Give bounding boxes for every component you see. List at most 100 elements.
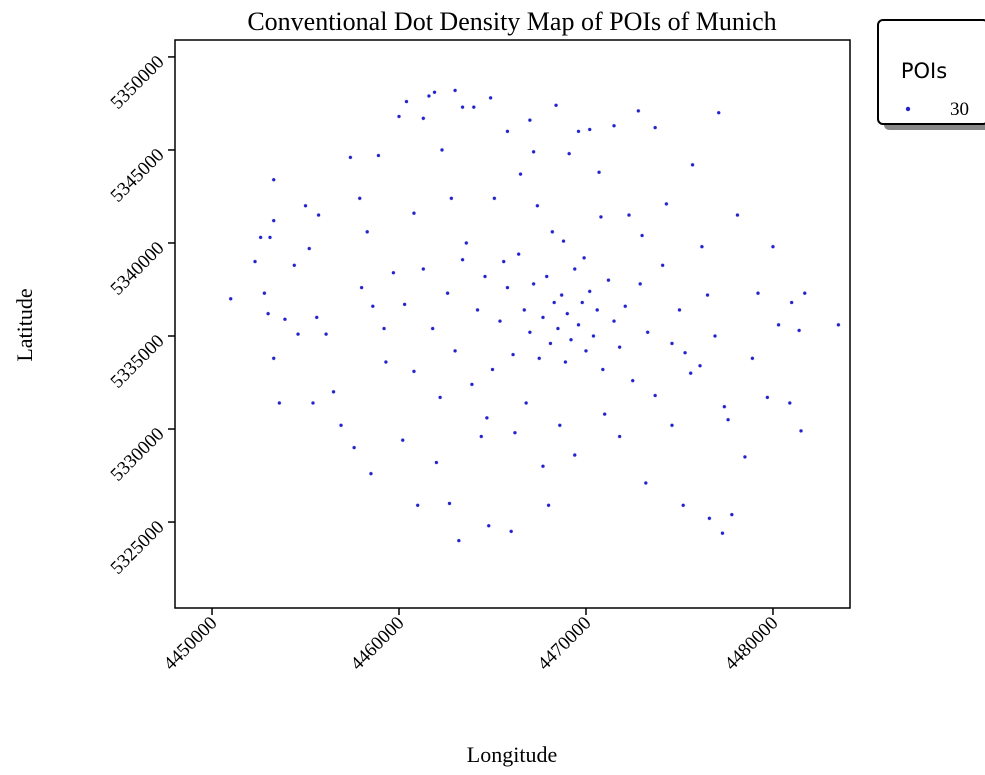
poi-dot bbox=[660, 263, 665, 268]
x-tick-label: 4470000 bbox=[534, 613, 596, 675]
poi-dot bbox=[595, 307, 600, 313]
poi-dot bbox=[787, 400, 792, 406]
poi-dot bbox=[750, 356, 755, 361]
poi-dot bbox=[368, 471, 374, 476]
poi-dot bbox=[295, 332, 301, 337]
poi-dot bbox=[460, 105, 465, 110]
poi-dot bbox=[725, 417, 731, 422]
poi-dot bbox=[638, 281, 643, 287]
poi-dot bbox=[445, 291, 450, 296]
poi-dot bbox=[742, 454, 748, 460]
poi-dot bbox=[411, 211, 417, 216]
legend-label: 30 bbox=[950, 99, 969, 120]
poi-dot bbox=[770, 244, 776, 249]
poi-dot bbox=[438, 395, 443, 400]
poi-dot bbox=[755, 291, 761, 296]
poi-dot bbox=[447, 501, 452, 506]
poi-dot bbox=[271, 177, 276, 182]
poi-dot bbox=[262, 291, 267, 296]
legend-box bbox=[877, 19, 985, 125]
poi-dot bbox=[271, 356, 276, 361]
poi-dot bbox=[550, 229, 555, 234]
poi-dot bbox=[606, 278, 611, 283]
x-axis-label: Longitude bbox=[467, 742, 557, 767]
poi-dot bbox=[598, 214, 604, 220]
poi-dot bbox=[572, 452, 577, 458]
poi-dot bbox=[509, 529, 514, 534]
poi-dot bbox=[540, 315, 546, 320]
poi-dot bbox=[548, 341, 553, 346]
poi-dot bbox=[452, 348, 458, 353]
poi-dot bbox=[602, 412, 607, 417]
poi-dot bbox=[434, 460, 439, 465]
poi-dot bbox=[611, 319, 617, 324]
poi-dot bbox=[400, 438, 405, 443]
poi-dot bbox=[669, 423, 675, 428]
poi-dot bbox=[735, 212, 740, 218]
poi-dot bbox=[524, 400, 529, 406]
poi-dot bbox=[383, 359, 389, 365]
poi-dot bbox=[402, 302, 407, 307]
poi-dot bbox=[516, 252, 521, 257]
poi-dot bbox=[722, 404, 727, 409]
poi-dot bbox=[404, 99, 409, 104]
y-tick-label: 5340000 bbox=[107, 238, 169, 300]
poi-dot bbox=[348, 155, 353, 160]
poi-dot bbox=[460, 257, 465, 262]
poi-dot bbox=[729, 512, 734, 517]
poi-dot bbox=[464, 240, 469, 246]
poi-dot bbox=[531, 281, 536, 287]
y-tick-label: 5325000 bbox=[107, 517, 169, 579]
poi-dot bbox=[553, 103, 559, 108]
poi-dot bbox=[611, 123, 617, 128]
poi-dot bbox=[546, 503, 551, 508]
poi-dot bbox=[421, 266, 426, 272]
poi-dot bbox=[484, 415, 489, 420]
poi-dot bbox=[535, 203, 540, 208]
poi-dot bbox=[583, 348, 589, 353]
poi-dot bbox=[653, 393, 658, 398]
poi-dot bbox=[557, 423, 562, 428]
poi-dot bbox=[789, 300, 794, 305]
poi-dot bbox=[432, 90, 437, 95]
poi-dot bbox=[482, 274, 488, 279]
poi-dot bbox=[626, 212, 632, 218]
poi-dot bbox=[316, 212, 321, 218]
poi-dot bbox=[376, 153, 381, 158]
poi-dot bbox=[277, 400, 282, 406]
poi-dot bbox=[310, 400, 316, 406]
y-tick-label: 5335000 bbox=[107, 331, 169, 393]
poi-dot bbox=[677, 307, 682, 313]
chart-title: Conventional Dot Density Map of POIs of … bbox=[247, 7, 776, 36]
poi-dot bbox=[314, 315, 319, 320]
poi-dot bbox=[490, 367, 495, 372]
poi-dot bbox=[452, 88, 458, 93]
poi-dot bbox=[449, 196, 454, 201]
poi-dot bbox=[572, 266, 577, 272]
poi-dot bbox=[664, 201, 669, 207]
poi-dot bbox=[699, 244, 705, 249]
poi-dot bbox=[512, 430, 518, 435]
poi-dot bbox=[421, 116, 426, 121]
plot-frame bbox=[174, 39, 851, 609]
poi-dot bbox=[561, 239, 566, 244]
poi-dot bbox=[707, 516, 712, 521]
poi-dot bbox=[544, 274, 549, 279]
poi-dot bbox=[531, 149, 536, 154]
poi-dot bbox=[282, 317, 288, 322]
poi-dot bbox=[645, 330, 650, 335]
poi-dot bbox=[563, 359, 568, 365]
poi-dot bbox=[669, 341, 675, 346]
poi-dot bbox=[690, 162, 695, 167]
poi-dot bbox=[323, 332, 329, 337]
poi-dot bbox=[430, 326, 435, 331]
poi-dot bbox=[617, 345, 622, 350]
poi-dot bbox=[587, 289, 592, 294]
poi-dot bbox=[471, 105, 476, 110]
poi-dot bbox=[636, 108, 641, 113]
poi-dot bbox=[492, 196, 497, 201]
x-tick-label: 4460000 bbox=[347, 613, 409, 675]
poi-dot bbox=[540, 464, 546, 469]
poi-dot bbox=[802, 291, 807, 296]
poi-dot bbox=[552, 300, 557, 305]
